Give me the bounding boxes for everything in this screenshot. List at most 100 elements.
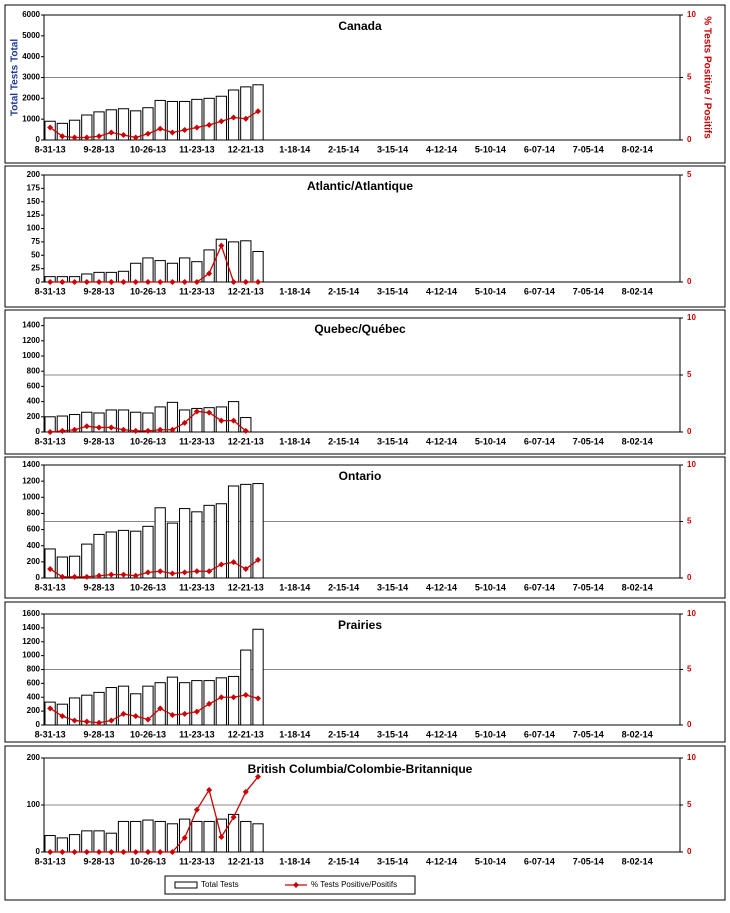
bar xyxy=(203,504,215,579)
x-tick-label: 10-26-13 xyxy=(130,582,166,592)
line-marker xyxy=(169,279,176,285)
y-tick-label: 600 xyxy=(27,525,41,534)
line-marker xyxy=(157,279,164,285)
x-tick-label: 9-28-13 xyxy=(84,436,115,446)
line-marker xyxy=(206,409,213,416)
line-marker xyxy=(96,849,103,855)
line-marker xyxy=(71,134,78,141)
y-tick-label: 125 xyxy=(27,210,41,219)
bar xyxy=(81,411,93,433)
line-marker xyxy=(120,426,127,433)
y2-tick-label: 5 xyxy=(687,370,692,379)
panel-frame xyxy=(4,601,726,743)
y-tick-label: 400 xyxy=(27,692,41,701)
bar xyxy=(179,100,191,141)
y-tick-label: 400 xyxy=(27,541,41,550)
line-marker xyxy=(242,427,249,434)
line-marker xyxy=(96,424,103,431)
bar xyxy=(191,680,203,726)
line-marker xyxy=(59,427,66,434)
legend-label: Total Tests xyxy=(201,880,239,889)
line-marker xyxy=(59,713,66,720)
x-tick-label: 9-28-13 xyxy=(84,582,115,592)
line-marker xyxy=(181,710,188,717)
y-tick-label: 0 xyxy=(36,427,41,436)
line-marker xyxy=(59,573,66,580)
y-tick-label: 400 xyxy=(27,397,41,406)
line-marker xyxy=(157,426,164,433)
x-tick-label: 6-07-14 xyxy=(524,582,555,592)
bar xyxy=(81,830,93,853)
bar xyxy=(240,649,252,726)
x-tick-label: 1-18-14 xyxy=(279,582,310,592)
line-marker xyxy=(83,849,90,855)
line-marker xyxy=(132,572,139,579)
line-marker xyxy=(47,849,54,855)
bar xyxy=(105,531,117,579)
y-tick-label: 1200 xyxy=(22,336,40,345)
y-tick-label: 200 xyxy=(27,170,41,179)
line-marker xyxy=(206,568,213,575)
line-marker xyxy=(218,118,225,125)
x-tick-label: 11-23-13 xyxy=(179,582,215,592)
line-marker xyxy=(193,806,200,813)
bar xyxy=(105,687,117,726)
x-tick-label: 12-21-13 xyxy=(228,856,264,866)
bar xyxy=(154,260,166,283)
x-tick-label: 8-31-13 xyxy=(35,144,66,154)
bar xyxy=(117,820,130,853)
y2-tick-label: 5 xyxy=(687,665,692,674)
x-tick-label: 8-02-14 xyxy=(622,582,653,592)
x-tick-label: 12-21-13 xyxy=(228,729,264,739)
x-tick-label: 3-15-14 xyxy=(377,144,408,154)
line-marker xyxy=(108,571,115,578)
x-tick-label: 8-02-14 xyxy=(622,144,653,154)
bar xyxy=(154,99,166,141)
x-tick-label: 8-02-14 xyxy=(622,729,653,739)
y-tick-label: 2000 xyxy=(22,93,40,102)
line-marker xyxy=(108,424,115,431)
x-tick-label: 7-05-14 xyxy=(573,729,604,739)
y-tick-label: 1000 xyxy=(22,114,40,123)
x-tick-label: 8-31-13 xyxy=(35,436,66,446)
line-marker xyxy=(230,114,237,121)
line-marker xyxy=(120,710,127,717)
bar xyxy=(93,412,105,433)
line-marker xyxy=(169,712,176,719)
line-marker xyxy=(83,134,90,141)
bar xyxy=(44,548,56,579)
line-marker xyxy=(218,561,225,568)
y-tick-label: 0 xyxy=(36,277,41,286)
line-marker xyxy=(242,279,249,285)
y-tick-label: 3000 xyxy=(22,73,40,82)
line-marker xyxy=(157,568,164,575)
line-marker xyxy=(59,279,66,285)
line-marker xyxy=(255,556,262,563)
x-tick-label: 5-10-14 xyxy=(475,144,506,154)
bar xyxy=(191,511,203,579)
line-marker xyxy=(71,849,78,855)
x-tick-label: 12-21-13 xyxy=(228,144,264,154)
line-marker xyxy=(193,408,200,415)
y-tick-label: 200 xyxy=(27,706,41,715)
line-marker xyxy=(181,834,188,841)
y-tick-label: 800 xyxy=(27,366,41,375)
bar xyxy=(252,823,264,853)
line-marker xyxy=(144,716,151,723)
legend-marker xyxy=(293,882,299,888)
y2-tick-label: 10 xyxy=(687,753,696,762)
line-marker xyxy=(120,279,127,285)
x-tick-label: 2-15-14 xyxy=(328,286,359,296)
y-tick-label: 5000 xyxy=(22,31,40,40)
x-tick-label: 4-12-14 xyxy=(426,286,457,296)
line-marker xyxy=(193,124,200,131)
panel-frame xyxy=(4,4,726,164)
panel-title: Atlantic/Atlantique xyxy=(307,179,413,193)
line-marker xyxy=(59,133,66,140)
line-marker xyxy=(120,571,127,578)
y-tick-label: 1200 xyxy=(22,637,40,646)
panel-title: Prairies xyxy=(338,618,382,632)
x-tick-label: 8-02-14 xyxy=(622,856,653,866)
y2-tick-label: 10 xyxy=(687,10,696,19)
y-tick-label: 800 xyxy=(27,509,41,518)
